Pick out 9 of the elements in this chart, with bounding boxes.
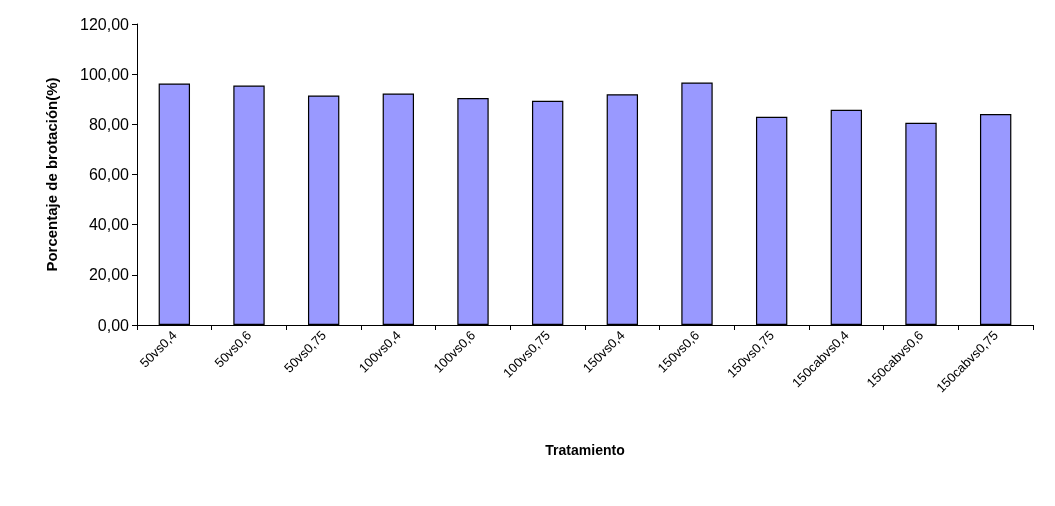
- x-axis-title: Tratamiento: [545, 442, 625, 458]
- y-tick-label: 100,00: [80, 65, 130, 83]
- y-tick-label: 20,00: [88, 266, 130, 284]
- y-tick-label: 40,00: [88, 216, 130, 234]
- y-tick-label: 80,00: [88, 115, 130, 133]
- y-tick-label: 120,00: [80, 15, 130, 33]
- y-axis-title: Porcentaje de brotación(%): [43, 77, 60, 272]
- y-tick-label: 60,00: [88, 166, 130, 183]
- y-tick-label: 0,00: [97, 316, 130, 334]
